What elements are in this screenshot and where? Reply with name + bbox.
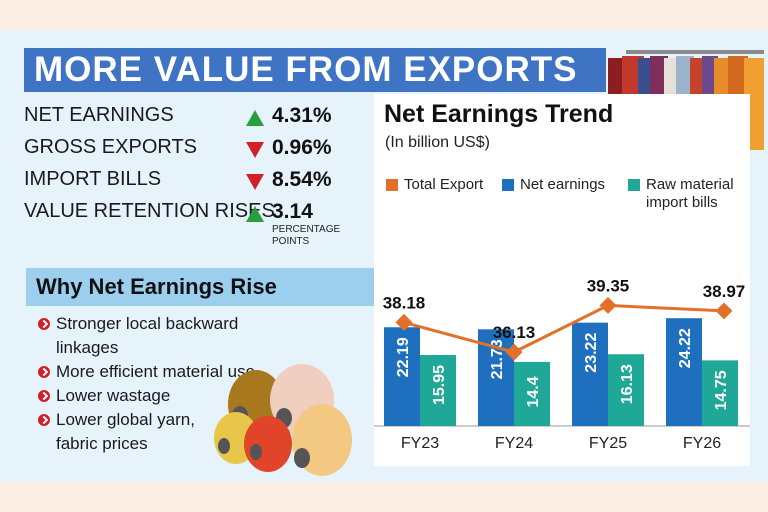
reasons-list: Stronger local backward linkages More ef…: [38, 312, 296, 456]
data-label-total-export: 36.13: [493, 323, 536, 342]
list-item: Stronger local backward linkages: [38, 312, 296, 360]
legend-swatch: [628, 179, 640, 191]
title-banner: [24, 48, 606, 92]
yarn-spools-image: [214, 364, 352, 476]
data-label-net-earnings: 22.19: [395, 337, 412, 377]
stat-label: IMPORT BILLS: [24, 168, 162, 190]
bullet-arrow-icon: [38, 390, 50, 402]
point-total-export: [505, 343, 523, 361]
data-label-raw-material: 15.95: [431, 365, 448, 405]
stat-label: GROSS EXPORTS: [24, 136, 198, 158]
x-tick-label: FY26: [683, 435, 721, 452]
stat-value: 0.96%: [272, 136, 332, 159]
why-heading: Why Net Earnings Rise: [36, 274, 277, 299]
data-label-raw-material: 14.4: [525, 376, 542, 407]
reason-text: Lower global yarn, fabric prices: [56, 410, 195, 453]
bullet-arrow-icon: [38, 414, 50, 426]
up-arrow-icon: [246, 206, 264, 222]
why-heading-box: [26, 268, 374, 306]
data-label-raw-material: 16.13: [619, 364, 636, 404]
stat-unit: PERCENTAGE POINTS: [272, 224, 341, 247]
data-label-net-earnings: 24.22: [677, 328, 694, 368]
legend-label: Net earnings: [520, 176, 606, 193]
stat-label: NET EARNINGS: [24, 104, 174, 126]
point-total-export: [599, 296, 617, 314]
list-item: Lower global yarn, fabric prices: [38, 408, 216, 456]
legend-swatch: [386, 179, 398, 191]
up-arrow-icon: [246, 110, 264, 126]
data-label-total-export: 38.18: [383, 293, 426, 312]
reason-text: More efficient material use: [56, 362, 256, 381]
stat-value: 3.14: [272, 200, 313, 223]
point-total-export: [715, 302, 733, 320]
bar-raw-material: [702, 360, 738, 426]
bar-net-earnings: [666, 318, 702, 426]
list-item: Lower wastage: [38, 384, 296, 408]
x-tick-label: FY24: [495, 435, 533, 452]
data-label-total-export: 38.97: [703, 282, 746, 301]
data-label-net-earnings: 23.22: [583, 333, 600, 373]
series-line-total-export: [403, 303, 725, 354]
legend-label: Total Export: [404, 176, 484, 193]
chart-subtitle: (In billion US$): [385, 134, 490, 151]
page-title: MORE VALUE FROM EXPORTS: [34, 50, 578, 89]
bullet-arrow-icon: [38, 318, 50, 330]
point-total-export: [395, 313, 413, 331]
stat-value: 8.54%: [272, 168, 332, 191]
down-arrow-icon: [246, 174, 264, 190]
x-tick-label: FY25: [589, 435, 627, 452]
bar-net-earnings: [384, 327, 420, 426]
bar-net-earnings: [572, 322, 608, 426]
chart-title: Net Earnings Trend: [384, 100, 614, 128]
list-item: More efficient material use: [38, 360, 296, 384]
stat-value: 4.31%: [272, 104, 332, 127]
legend-label: Raw material import bills: [646, 176, 734, 211]
reason-text: Stronger local backward linkages: [56, 314, 239, 357]
data-label-raw-material: 14.75: [713, 370, 730, 410]
reason-text: Lower wastage: [56, 386, 171, 405]
x-tick-label: FY23: [401, 435, 439, 452]
bar-raw-material: [420, 355, 456, 426]
bar-raw-material: [514, 361, 550, 426]
stat-label: VALUE RETENTION RISES: [24, 200, 275, 222]
down-arrow-icon: [246, 142, 264, 158]
bar-raw-material: [608, 354, 644, 426]
bullet-arrow-icon: [38, 366, 50, 378]
net-earnings-chart: 22.1915.95FY2321.7314.4FY2423.2216.13FY2…: [374, 276, 750, 452]
data-label-total-export: 39.35: [587, 276, 630, 295]
legend-swatch: [502, 179, 514, 191]
